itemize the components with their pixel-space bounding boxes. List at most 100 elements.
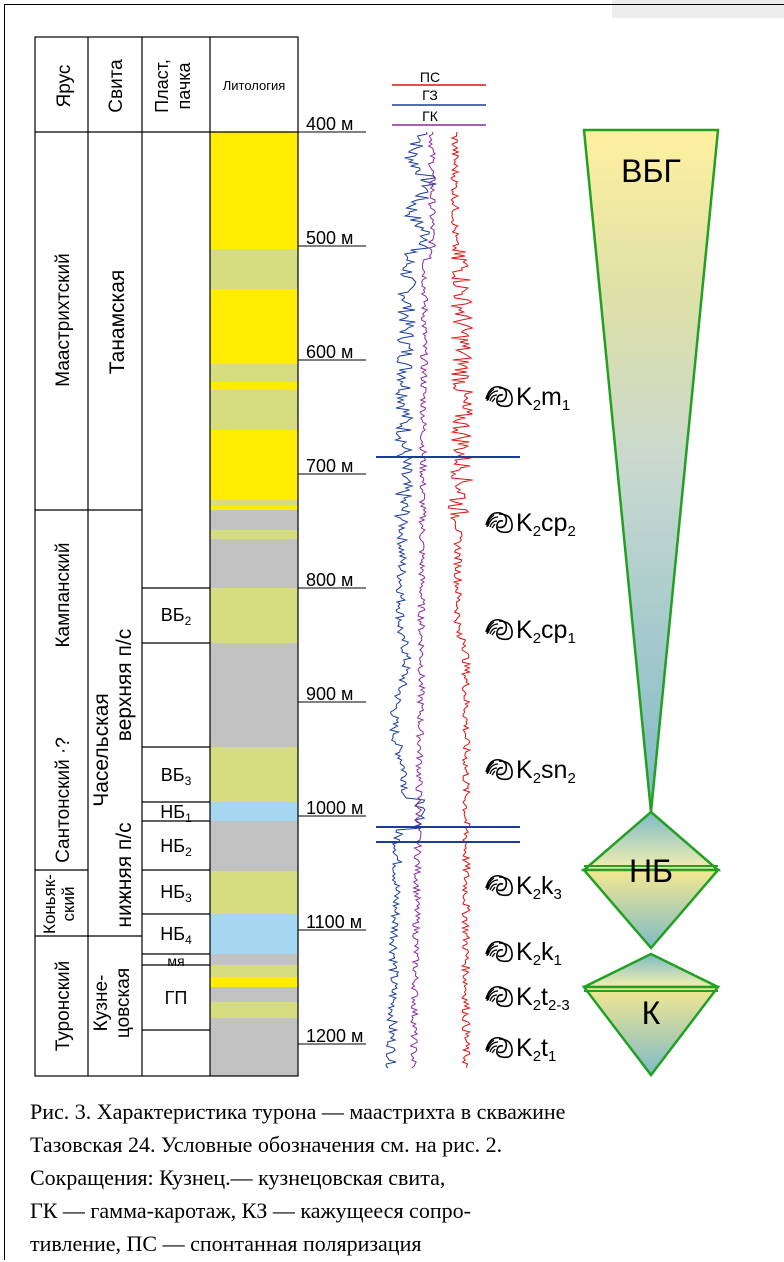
suite-tanam: Танамская: [106, 270, 129, 374]
layer-label: НБ4: [160, 924, 192, 947]
caption-line: тивление, ПС — спонтанная поляризация: [30, 1231, 422, 1256]
litho-blue-band: [210, 914, 298, 954]
column-grid: [34, 36, 299, 1077]
fossil-marker: K2t1: [485, 1034, 556, 1065]
stage-maastrichtian: Маастрихтский: [53, 253, 74, 386]
fossil-icon: [485, 940, 513, 963]
header-suite: Свита: [106, 59, 127, 113]
litho-sand-band: [210, 506, 298, 510]
litho-silt-band: [210, 588, 298, 643]
litho-sand-band: [210, 977, 298, 987]
fossil-marker: K2cp2: [485, 509, 576, 540]
legend-gz-label: ГЗ: [422, 87, 438, 103]
stage-turonian: Туронский: [53, 961, 74, 1052]
log-curve-gk: [409, 131, 437, 1069]
litho-silt-band: [210, 1002, 298, 1018]
litho-silt-band: [210, 747, 298, 802]
fossil-label: K2k1: [516, 938, 562, 969]
header-layer-line2: пачка: [174, 62, 194, 110]
fossil-label: K2cp1: [516, 616, 576, 647]
suite-chasel-lower: нижняя п/с: [113, 822, 136, 927]
stage-coniacian-line1: Коньяк-: [40, 874, 59, 934]
suite-kuznetsov-line1: Кузне-: [91, 975, 112, 1032]
layer-label: ГП: [165, 988, 188, 1008]
litho-silt-band: [210, 364, 298, 382]
fossil-labels: K2m1 K2cp2 K2cp1 K2sn2 K2k3 K2k1 K2t2-3 K2t1: [485, 383, 576, 1065]
fossil-marker: K2cp1: [485, 616, 576, 647]
litho-sand-band: [210, 382, 298, 390]
header-lithology: Литология: [223, 78, 286, 93]
litho-sand-band: [210, 132, 298, 249]
litho-blue-band: [210, 802, 298, 821]
fossil-icon: [485, 1036, 513, 1059]
lithology-column: [210, 132, 298, 1076]
fossil-icon: [485, 758, 513, 781]
fossil-marker: K2k1: [485, 938, 562, 969]
fossil-icon: [485, 618, 513, 641]
depth-label: 1200 м: [306, 1026, 363, 1046]
figure-frame: [4, 4, 784, 1260]
depth-label: 800 м: [306, 570, 353, 590]
figure-caption: Рис. 3. Характеристика турона — маастрих…: [30, 1095, 770, 1260]
caption-line: Сокращения: Кузнец.— кузнецовская свита,: [30, 1165, 446, 1190]
legend-ps-label: ПС: [420, 69, 440, 85]
cycle-k-label: К: [642, 995, 661, 1031]
layer-label: НБ2: [160, 836, 192, 859]
depth-label: 1000 м: [306, 798, 363, 818]
caption-line: ГК — гамма-каротаж, КЗ — кажущееся сопро…: [30, 1198, 471, 1223]
log-legend: ПС ГЗ ГК: [392, 69, 486, 126]
litho-silt-band: [210, 965, 298, 977]
litho-silt-band: [210, 390, 298, 430]
fossil-label: K2cp2: [516, 509, 576, 540]
cycle-nb-label: НБ: [629, 853, 673, 889]
depth-label: 500 м: [306, 228, 353, 248]
header-layer-line1: Пласт,: [152, 59, 172, 113]
cycle-diagram: ВБГ НБ К: [580, 128, 722, 1078]
layer-label: ВБ2: [161, 605, 192, 628]
fossil-icon: [485, 985, 513, 1008]
fossil-marker: K2k3: [485, 872, 562, 903]
fossil-icon: [485, 385, 513, 408]
fossil-label: K2m1: [516, 383, 570, 414]
cycle-vbg-triangle: [582, 128, 720, 813]
cycle-k-upper: [583, 952, 719, 989]
cycle-nb-lower: [581, 868, 721, 950]
depth-label: 700 м: [306, 456, 353, 476]
layer-label: НБ1: [160, 802, 192, 825]
depth-label: 400 м: [306, 114, 353, 134]
depth-label: 600 м: [306, 342, 353, 362]
cycle-vbg-label: ВБГ: [621, 153, 681, 189]
depth-label: 1100 м: [306, 912, 362, 932]
fossil-marker: K2m1: [485, 383, 570, 414]
litho-sand-band: [210, 289, 298, 364]
suite-chasel-upper: верхняя п/с: [113, 629, 136, 741]
fossil-label: K2t2-3: [516, 983, 570, 1014]
caption-line: Рис. 3. Характеристика турона — маастрих…: [30, 1099, 566, 1124]
stage-santonian: Сантонский ·?: [53, 737, 74, 863]
fossil-icon: [485, 511, 513, 534]
log-curve-ps: [447, 131, 474, 1069]
depth-label: 900 м: [306, 684, 353, 704]
layer-label: ВБ3: [161, 765, 192, 788]
layer-label: мя: [167, 953, 184, 969]
cycle-k-lower: [581, 985, 721, 1078]
layer-label: НБ3: [160, 882, 192, 905]
caption-line: Тазовская 24. Условные обозначения см. н…: [30, 1132, 503, 1157]
fossil-label: K2t1: [516, 1034, 556, 1065]
litho-clay-band: [210, 821, 298, 871]
stage-campanian: Кампанский: [53, 542, 74, 647]
litho-sand-band: [210, 430, 298, 500]
litho-clay-band: [210, 987, 298, 1002]
litho-clay-band: [210, 643, 298, 747]
fossil-label: K2sn2: [516, 756, 576, 787]
litho-silt-band: [210, 530, 298, 539]
suite-kuznetsov-line2: цовская: [113, 968, 134, 1038]
suite-chasel: Часельская: [90, 693, 113, 807]
stage-coniacian-line2: ский: [59, 887, 78, 922]
litho-clay-band: [210, 539, 298, 588]
header-stage: Ярус: [54, 65, 75, 108]
legend-gk-label: ГК: [422, 108, 439, 124]
litho-silt-band: [210, 500, 298, 506]
log-curves: [376, 131, 520, 1069]
fossil-label: K2k3: [516, 872, 562, 903]
